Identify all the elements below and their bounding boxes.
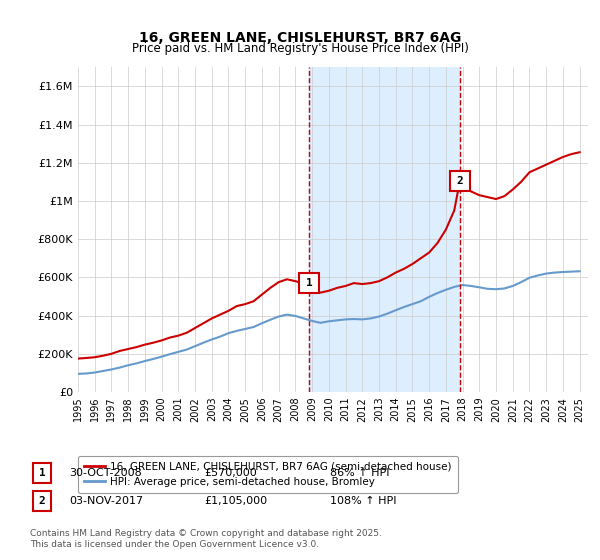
Text: 03-NOV-2017: 03-NOV-2017 — [69, 496, 143, 506]
Text: 2: 2 — [38, 496, 46, 506]
Bar — [309, 67, 460, 392]
Text: 16, GREEN LANE, CHISLEHURST, BR7 6AG: 16, GREEN LANE, CHISLEHURST, BR7 6AG — [139, 31, 461, 45]
Text: 30-OCT-2008: 30-OCT-2008 — [69, 468, 142, 478]
Text: 108% ↑ HPI: 108% ↑ HPI — [330, 496, 397, 506]
Text: £570,000: £570,000 — [204, 468, 257, 478]
Legend: 16, GREEN LANE, CHISLEHURST, BR7 6AG (semi-detached house), HPI: Average price, : 16, GREEN LANE, CHISLEHURST, BR7 6AG (se… — [78, 456, 458, 493]
Text: 2: 2 — [457, 176, 463, 186]
Text: £1,105,000: £1,105,000 — [204, 496, 267, 506]
Text: 1: 1 — [38, 468, 46, 478]
Text: Contains HM Land Registry data © Crown copyright and database right 2025.
This d: Contains HM Land Registry data © Crown c… — [30, 529, 382, 549]
Text: Price paid vs. HM Land Registry's House Price Index (HPI): Price paid vs. HM Land Registry's House … — [131, 42, 469, 55]
Text: 86% ↑ HPI: 86% ↑ HPI — [330, 468, 389, 478]
Text: 1: 1 — [306, 278, 313, 288]
